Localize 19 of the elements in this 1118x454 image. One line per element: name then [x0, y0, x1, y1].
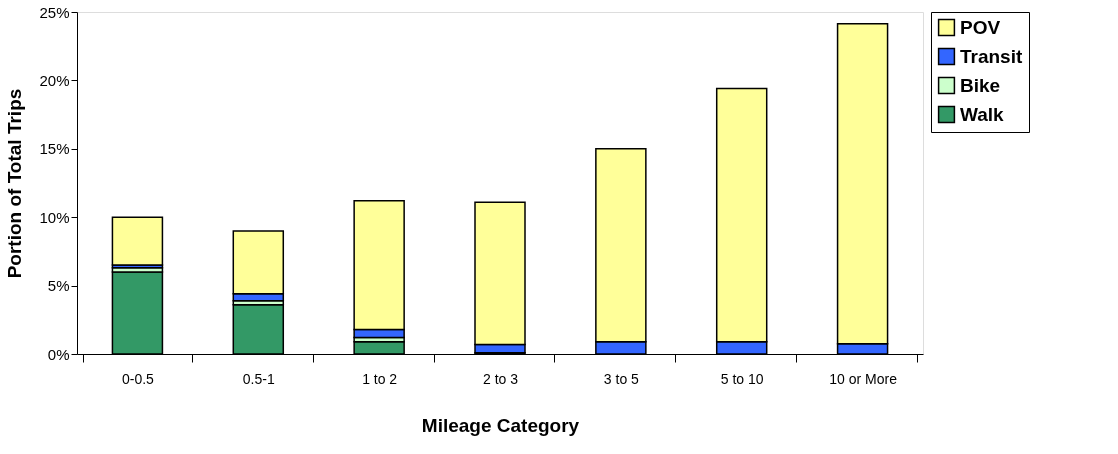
legend-label: Walk	[960, 103, 1005, 125]
x-tick-label: 0-0.5	[121, 370, 155, 387]
x-tick-label: 3 to 5	[603, 370, 640, 387]
legend-label: POV	[960, 16, 1001, 38]
x-tick-label: 10 or More	[829, 370, 898, 387]
y-tick-label: 0%	[47, 345, 70, 363]
x-tick-label: 1 to 2	[362, 370, 398, 387]
legend-label: Transit	[960, 45, 1023, 67]
x-tick-label: 2 to 3	[482, 370, 519, 387]
legend-label: Bike	[960, 74, 1001, 96]
y-tick-label: 10%	[39, 208, 70, 226]
y-tick-label: 20%	[39, 71, 70, 89]
y-tick-label: 25%	[39, 3, 70, 21]
x-tick-label: 0.5-1	[242, 370, 275, 387]
y-tick-label: 5%	[47, 277, 70, 295]
x-axis-title: Mileage Category	[421, 414, 580, 436]
x-tick-label: 5 to 10	[720, 370, 764, 387]
y-tick-label: 15%	[39, 140, 70, 158]
y-axis-title: Portion of Total Trips	[4, 88, 26, 279]
